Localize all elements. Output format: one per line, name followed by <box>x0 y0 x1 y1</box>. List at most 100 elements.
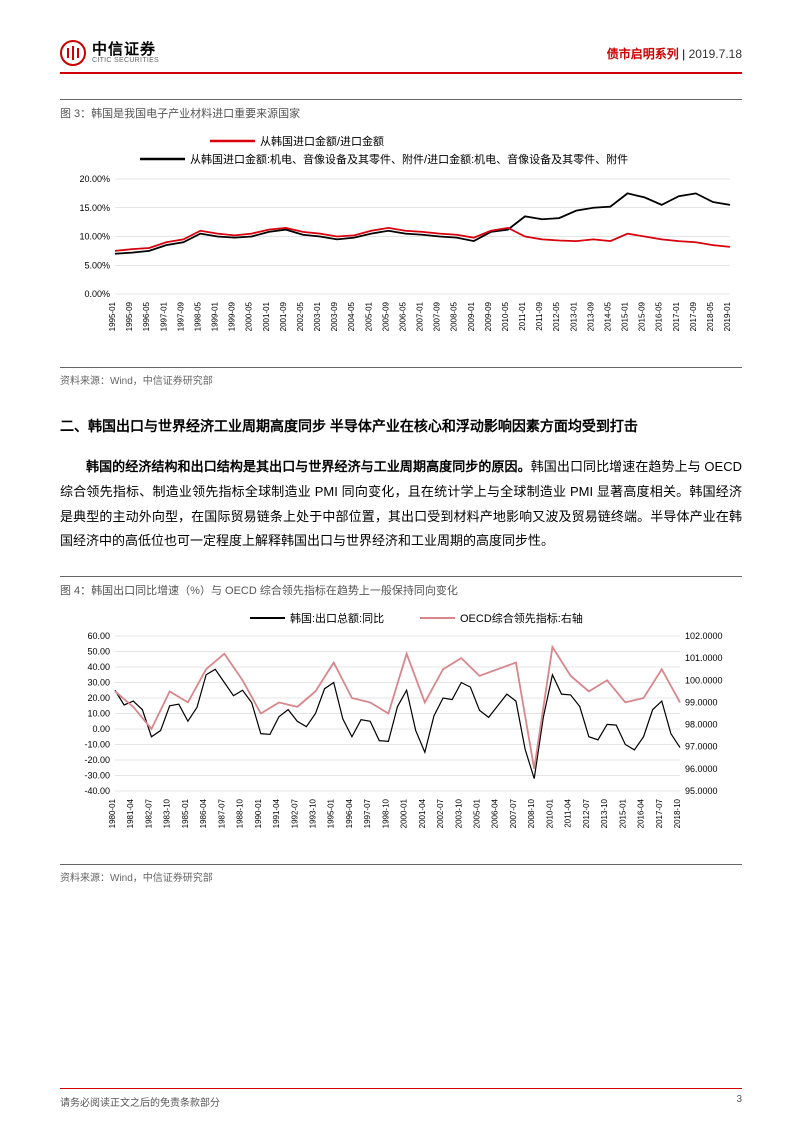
logo: 中信证券 CITIC SECURITIES <box>60 40 159 66</box>
svg-text:1996-05: 1996-05 <box>142 301 151 331</box>
footer-left: 请务必阅读正文之后的免责条款部分 <box>60 1094 220 1109</box>
page-header: 中信证券 CITIC SECURITIES 债市启明系列 | 2019.7.18 <box>60 40 742 74</box>
para-bold: 韩国的经济结构和出口结构是其出口与世界经济与工业周期高度同步的原因。 <box>86 459 531 474</box>
separator: | <box>679 47 689 61</box>
chart4-svg: 韩国:出口总额:同比OECD综合领先指标:右轴-40.00-30.00-20.0… <box>60 606 740 856</box>
chart3-svg: 从韩国进口金额/进口金额从韩国进口金额:机电、音像设备及其零件、附件/进口金额:… <box>60 129 740 359</box>
svg-text:2001-04: 2001-04 <box>418 799 427 829</box>
svg-text:0.00%: 0.00% <box>84 289 110 299</box>
svg-text:2005-01: 2005-01 <box>473 799 482 829</box>
svg-text:2012-07: 2012-07 <box>582 799 591 829</box>
svg-text:2010-05: 2010-05 <box>501 301 510 331</box>
svg-text:2002-07: 2002-07 <box>436 799 445 829</box>
chart3-source: 资料来源：Wind，中信证券研究部 <box>60 367 742 387</box>
svg-text:2012-05: 2012-05 <box>552 301 561 331</box>
svg-text:2017-01: 2017-01 <box>672 301 681 331</box>
series-title: 债市启明系列 <box>607 47 679 61</box>
svg-text:1999-01: 1999-01 <box>211 301 220 331</box>
svg-text:1997-07: 1997-07 <box>363 799 372 829</box>
svg-text:102.0000: 102.0000 <box>685 631 723 641</box>
svg-text:韩国:出口总额:同比: 韩国:出口总额:同比 <box>290 611 384 625</box>
svg-text:1982-07: 1982-07 <box>144 799 153 829</box>
svg-text:2008-05: 2008-05 <box>450 301 459 331</box>
svg-text:2001-01: 2001-01 <box>262 301 271 331</box>
svg-text:5.00%: 5.00% <box>84 260 110 270</box>
svg-text:2006-04: 2006-04 <box>491 799 500 829</box>
svg-text:2009-01: 2009-01 <box>467 301 476 331</box>
svg-text:2013-01: 2013-01 <box>569 301 578 331</box>
svg-text:从韩国进口金额/进口金额: 从韩国进口金额/进口金额 <box>260 134 384 148</box>
svg-text:2013-10: 2013-10 <box>600 799 609 829</box>
svg-text:0.00: 0.00 <box>92 724 110 734</box>
svg-text:2000-01: 2000-01 <box>400 799 409 829</box>
svg-text:2008-10: 2008-10 <box>527 799 536 829</box>
svg-text:15.00%: 15.00% <box>79 203 110 213</box>
svg-text:1986-04: 1986-04 <box>199 799 208 829</box>
svg-text:2019-01: 2019-01 <box>723 301 732 331</box>
svg-text:-30.00: -30.00 <box>84 771 110 781</box>
svg-text:2011-09: 2011-09 <box>535 301 544 330</box>
svg-text:2009-09: 2009-09 <box>484 301 493 331</box>
svg-text:1981-04: 1981-04 <box>126 799 135 829</box>
svg-text:2010-01: 2010-01 <box>545 799 554 829</box>
svg-text:1993-10: 1993-10 <box>308 799 317 829</box>
section-heading: 二、韩国出口与世界经济工业周期高度同步 半导体产业在核心和浮动影响因素方面均受到… <box>60 415 742 437</box>
svg-text:2004-05: 2004-05 <box>347 301 356 331</box>
svg-text:2015-09: 2015-09 <box>638 301 647 331</box>
svg-text:2002-05: 2002-05 <box>296 301 305 331</box>
svg-text:96.0000: 96.0000 <box>685 764 718 774</box>
svg-text:50.00: 50.00 <box>87 647 110 657</box>
svg-text:1995-01: 1995-01 <box>327 799 336 829</box>
header-right: 债市启明系列 | 2019.7.18 <box>607 45 742 62</box>
svg-text:2015-01: 2015-01 <box>621 301 630 331</box>
svg-text:2013-09: 2013-09 <box>586 301 595 331</box>
logo-text-cn: 中信证券 <box>92 42 159 57</box>
page-number: 3 <box>736 1094 742 1109</box>
svg-text:OECD综合领先指标:右轴: OECD综合领先指标:右轴 <box>460 611 583 625</box>
svg-text:1980-01: 1980-01 <box>108 799 117 829</box>
svg-text:1998-05: 1998-05 <box>193 301 202 331</box>
report-date: 2019.7.18 <box>689 47 742 61</box>
svg-text:2016-04: 2016-04 <box>637 799 646 829</box>
svg-text:10.00: 10.00 <box>87 709 110 719</box>
svg-text:20.00: 20.00 <box>87 693 110 703</box>
svg-text:2018-05: 2018-05 <box>706 301 715 331</box>
svg-text:99.0000: 99.0000 <box>685 698 718 708</box>
svg-text:1991-04: 1991-04 <box>272 799 281 829</box>
svg-text:101.0000: 101.0000 <box>685 653 723 663</box>
svg-text:2007-07: 2007-07 <box>509 799 518 829</box>
svg-text:2007-01: 2007-01 <box>416 301 425 331</box>
chart4: 韩国:出口总额:同比OECD综合领先指标:右轴-40.00-30.00-20.0… <box>60 606 742 861</box>
svg-text:1997-09: 1997-09 <box>176 301 185 331</box>
svg-text:1985-01: 1985-01 <box>181 799 190 829</box>
svg-text:97.0000: 97.0000 <box>685 742 718 752</box>
svg-text:2001-09: 2001-09 <box>279 301 288 331</box>
svg-text:2005-09: 2005-09 <box>381 301 390 331</box>
svg-text:2015-01: 2015-01 <box>618 799 627 829</box>
svg-text:95.0000: 95.0000 <box>685 786 718 796</box>
svg-text:2018-10: 2018-10 <box>673 799 682 829</box>
svg-text:2000-05: 2000-05 <box>245 301 254 331</box>
svg-text:1995-01: 1995-01 <box>108 301 117 331</box>
chart4-source: 资料来源：Wind，中信证券研究部 <box>60 864 742 884</box>
svg-text:2014-05: 2014-05 <box>603 301 612 331</box>
svg-text:60.00: 60.00 <box>87 631 110 641</box>
svg-text:-40.00: -40.00 <box>84 786 110 796</box>
svg-text:1995-09: 1995-09 <box>125 301 134 331</box>
svg-text:1983-10: 1983-10 <box>163 799 172 829</box>
svg-text:1996-04: 1996-04 <box>345 799 354 829</box>
logo-text-en: CITIC SECURITIES <box>92 57 159 64</box>
svg-text:98.0000: 98.0000 <box>685 720 718 730</box>
svg-text:1988-10: 1988-10 <box>236 799 245 829</box>
svg-text:1990-01: 1990-01 <box>254 799 263 829</box>
svg-text:1998-10: 1998-10 <box>381 799 390 829</box>
svg-text:40.00: 40.00 <box>87 662 110 672</box>
svg-text:2005-01: 2005-01 <box>364 301 373 331</box>
svg-text:从韩国进口金额:机电、音像设备及其零件、附件/进口金额:机电: 从韩国进口金额:机电、音像设备及其零件、附件/进口金额:机电、音像设备及其零件、… <box>190 152 628 166</box>
footer: 请务必阅读正文之后的免责条款部分 3 <box>60 1088 742 1109</box>
svg-text:20.00%: 20.00% <box>79 174 110 184</box>
logo-icon <box>60 40 86 66</box>
svg-text:2016-05: 2016-05 <box>655 301 664 331</box>
chart3-title: 图 3：韩国是我国电子产业材料进口重要来源国家 <box>60 99 742 121</box>
svg-text:1997-01: 1997-01 <box>159 301 168 331</box>
